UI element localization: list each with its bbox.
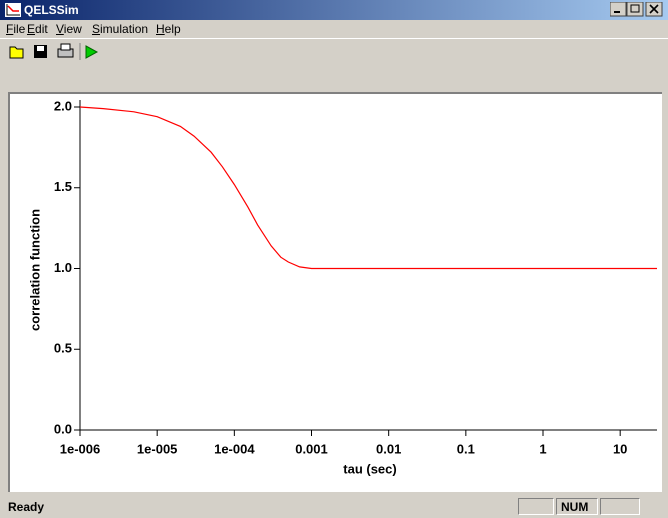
chart-area	[8, 92, 662, 492]
x-tick-label: 0.01	[376, 441, 401, 456]
num-indicator: NUM	[556, 498, 598, 515]
x-tick-label: 1	[539, 441, 546, 456]
toolbar	[0, 38, 668, 63]
status-pane	[518, 498, 554, 515]
menu-item[interactable]: View	[56, 22, 82, 36]
x-axis-label: tau (sec)	[343, 461, 396, 476]
x-tick-label: 1e-005	[137, 441, 177, 456]
status-pane	[600, 498, 640, 515]
y-tick-label: 1.5	[54, 179, 72, 194]
menu-bar: File Edit View Simulation Help	[0, 20, 668, 38]
menu-item[interactable]: Simulation	[92, 22, 149, 36]
app-icon	[5, 3, 21, 17]
y-tick-label: 0.0	[54, 421, 72, 436]
menu-item[interactable]: Edit	[27, 22, 48, 36]
title-bar: QELSSim	[0, 0, 668, 20]
x-tick-label: 10	[613, 441, 627, 456]
x-tick-label: 1e-004	[214, 441, 255, 456]
y-tick-label: 1.0	[54, 260, 72, 275]
x-tick-label: 0.1	[457, 441, 475, 456]
status-bar: Ready NUM	[0, 496, 668, 518]
x-tick-label: 0.001	[295, 441, 328, 456]
status-text: Ready	[8, 500, 45, 514]
x-tick-label: 1e-006	[60, 441, 100, 456]
toolbar-icons[interactable]	[0, 39, 140, 63]
window-title: QELSSim	[24, 3, 79, 17]
y-tick-label: 0.5	[54, 341, 72, 356]
y-axis-label: correlation function	[27, 209, 42, 331]
menu-item[interactable]: File	[6, 22, 26, 36]
menu-item[interactable]: Help	[156, 22, 181, 36]
data-line	[79, 106, 657, 270]
y-tick-label: 2.0	[54, 98, 72, 113]
window-controls[interactable]	[610, 2, 664, 18]
